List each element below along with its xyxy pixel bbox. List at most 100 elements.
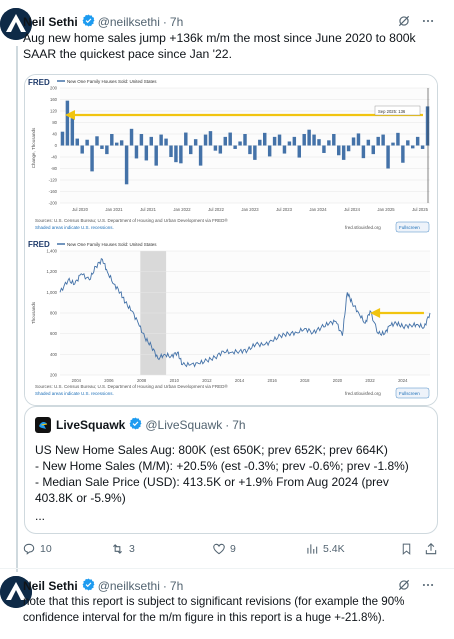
tweet-header: Neil Sethi @neilksethi · 7h [23, 14, 183, 30]
quoted-timestamp[interactable]: 7h [232, 418, 246, 432]
tweet-divider [0, 568, 454, 569]
bar [351, 137, 356, 146]
bar [75, 138, 79, 146]
recession-note: Shaded areas indicate U.S. recessions. [35, 391, 114, 396]
bar [376, 136, 380, 146]
bar [420, 145, 425, 149]
tweet-actions: 10 3 9 5.4K [22, 542, 438, 558]
tweet-text: note that this report is subject to sign… [23, 594, 443, 626]
repost-button[interactable]: 3 [110, 542, 135, 556]
bar [169, 145, 173, 157]
verified-badge-icon [129, 417, 142, 433]
arrow-head [370, 308, 381, 318]
views-button[interactable]: 5.4K [305, 542, 345, 556]
y-tick-label: 0 [55, 143, 58, 148]
bar [60, 131, 65, 146]
quoted-tweet-text: US New Home Sales Aug: 800K (est 650K; p… [35, 442, 430, 524]
bar [124, 145, 129, 185]
quoted-tweet[interactable]: LiveSquawk @LiveSquawk · 7h US New Home … [24, 406, 438, 534]
x-tick-label: Jul 2025 [412, 207, 429, 212]
quoted-text-line: - New Home Sales (M/M): +20.5% (est -0.3… [35, 459, 409, 473]
x-tick-label: Jan 2021 [105, 207, 123, 212]
bar [386, 145, 390, 169]
reply-button[interactable]: 10 [22, 542, 52, 556]
x-tick-label: Jul 2022 [208, 207, 225, 212]
bar [228, 132, 232, 146]
tweet-text-line: confidence interval for the m/m figure i… [23, 611, 385, 624]
verified-badge-icon [82, 578, 95, 594]
bar [381, 134, 385, 146]
author-name[interactable]: Neil Sethi [23, 15, 78, 29]
tweet-header-actions [397, 14, 435, 33]
bar [366, 139, 371, 146]
quoted-text-line: US New Home Sales Aug: 800K (est 650K; p… [35, 443, 388, 457]
avatar[interactable] [0, 8, 32, 40]
bar [233, 145, 237, 149]
bar [307, 129, 311, 146]
y-tick-label: -120 [49, 178, 58, 183]
bar [258, 139, 262, 146]
y-tick-label: 120 [50, 109, 58, 114]
bar [248, 145, 252, 155]
quoted-text-line: - Median Sale Price (USD): 413.5K or +1.… [35, 475, 389, 489]
bar [70, 118, 75, 146]
fullscreen-button[interactable] [395, 221, 430, 233]
author-handle[interactable]: @neilksethi [97, 15, 160, 29]
bar [139, 134, 144, 146]
separator-dot: · [162, 579, 167, 593]
bar [164, 138, 168, 146]
bar [327, 140, 331, 146]
bar [302, 134, 306, 146]
x-tick-label: 2020 [333, 378, 343, 383]
x-tick-label: 2012 [202, 378, 212, 383]
bar [223, 136, 227, 146]
x-tick-label: Jan 2023 [241, 207, 259, 212]
more-icon[interactable] [421, 14, 435, 33]
quoted-author-handle[interactable]: @LiveSquawk [145, 418, 223, 432]
share-button[interactable] [424, 542, 442, 556]
bar [332, 134, 336, 146]
bar [277, 134, 282, 146]
bar [85, 139, 89, 146]
y-tick-label: -80 [51, 166, 58, 171]
bar [213, 145, 218, 151]
y-tick-label: 1,400 [47, 249, 58, 254]
bar [184, 132, 188, 146]
livesquawk-logo-icon [35, 417, 51, 433]
line-chart: FRED New One Family Houses Sold: United … [25, 237, 437, 405]
bar [208, 131, 213, 146]
timestamp[interactable]: 7h [169, 15, 184, 29]
bar [179, 145, 183, 164]
more-icon[interactable] [421, 578, 435, 597]
tweet-text-line: Aug new home sales jump +136k m/m the mo… [23, 31, 416, 45]
separator-dot: · [225, 418, 230, 432]
bar [317, 139, 321, 146]
timestamp[interactable]: 7h [169, 579, 184, 593]
bar [154, 145, 158, 166]
bookmark-button[interactable] [400, 542, 417, 556]
quoted-author-name[interactable]: LiveSquawk [56, 418, 126, 432]
grok-icon[interactable] [397, 578, 411, 597]
bar [346, 145, 351, 152]
reply-count: 10 [40, 543, 52, 555]
tweet-text-line: note that this report is subject to sign… [23, 595, 405, 608]
fullscreen-label: Fullscreen [399, 225, 420, 230]
quoted-text-line: ... [35, 509, 46, 523]
grok-icon[interactable] [397, 14, 411, 33]
x-tick-label: 2018 [300, 378, 310, 383]
annotation-arrow [370, 308, 424, 318]
like-button[interactable]: 9 [212, 542, 236, 556]
author-handle[interactable]: @neilksethi [97, 579, 160, 593]
fullscreen-button[interactable] [395, 387, 430, 399]
fullscreen-label: Fullscreen [399, 391, 420, 396]
fred-site: fred.stlouisfed.org [345, 225, 381, 230]
bar [174, 145, 178, 163]
bar [253, 145, 257, 160]
author-name[interactable]: Neil Sethi [23, 579, 78, 593]
bar [282, 145, 287, 154]
bar [105, 145, 109, 155]
avatar[interactable] [0, 576, 32, 608]
chart-image-card[interactable]: FRED New One Family Houses Sold: United … [24, 74, 438, 406]
chart-source: Sources: U.S. Census Bureau; U.S. Depart… [35, 383, 228, 389]
x-axis-ticks: Jul 2020 Jan 2021 Jul 2021 Jan 2022 Jul 2022… [72, 207, 429, 212]
